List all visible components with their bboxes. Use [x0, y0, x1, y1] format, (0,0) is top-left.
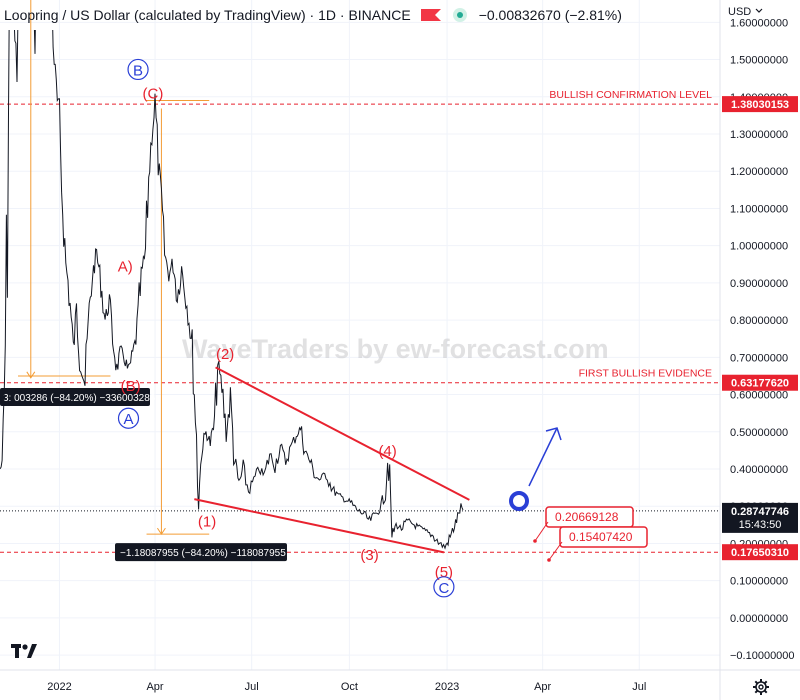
x-tick-label: Apr — [534, 681, 551, 693]
wave-label: (5) — [435, 564, 453, 581]
x-tick-label: 2022 — [47, 681, 71, 693]
wedge-lines — [194, 366, 470, 554]
breakout-circle-icon — [509, 491, 529, 511]
chart-header: Loopring / US Dollar (calculated by Trad… — [0, 0, 720, 30]
x-tick-label: 2023 — [435, 681, 459, 693]
countdown-text: 15:43:50 — [739, 519, 782, 531]
symbol-title: Loopring / US Dollar (calculated by Trad… — [4, 7, 411, 23]
level-price-tag-text: 1.38030153 — [731, 99, 789, 111]
wave-label: A) — [118, 259, 133, 276]
measure-tools: 3: 003286 (−84.20%) −336003286 −1.1808795… — [0, 0, 287, 562]
level-price-tag-text: 0.17650310 — [731, 547, 789, 559]
chevron-down-icon — [755, 8, 763, 13]
tradingview-logo-icon[interactable] — [10, 640, 38, 662]
wave-label: (1) — [198, 514, 216, 531]
level-label: FIRST BULLISH EVIDENCE — [579, 368, 712, 380]
level-price-tag — [722, 544, 798, 561]
wave-label: (C) — [143, 86, 164, 103]
callout-pointer — [548, 541, 563, 561]
x-tick-label: Jul — [632, 681, 646, 693]
price-callouts: 0.20669128 0.15407420 — [533, 506, 648, 562]
x-tick-label: Jul — [245, 681, 259, 693]
y-tick-label: 0.70000000 — [730, 352, 788, 364]
wave-label: (4) — [378, 443, 396, 460]
gear-icon[interactable] — [752, 678, 770, 696]
arrow-up-icon — [545, 427, 562, 441]
wave-label: C — [438, 580, 449, 597]
y-tick-label: 0.80000000 — [730, 315, 788, 327]
y-tick-label: 0.60000000 — [730, 390, 788, 402]
price-axis-tags: 1.38030153 0.63177620 0.17650310 0.28747746… — [722, 96, 798, 561]
measure-label-box — [115, 543, 287, 562]
level-price-tag-text: 0.63177620 — [731, 378, 789, 390]
currency-menu[interactable]: USD — [728, 6, 763, 18]
callout-anchor — [547, 558, 551, 562]
x-tick-label: Oct — [341, 681, 358, 693]
y-tick-label: 1.50000000 — [730, 55, 788, 67]
price-change: −0.00832670 (−2.81%) — [478, 7, 622, 23]
x-tick-label: Apr — [146, 681, 163, 693]
price-series-line — [0, 30, 464, 550]
y-tick-label: 0.90000000 — [730, 278, 788, 290]
level-price-tag — [722, 96, 798, 113]
y-tick-label: 1.60000000 — [730, 17, 788, 29]
wave-circle — [117, 407, 140, 429]
market-status-icon — [452, 8, 467, 22]
y-tick-label: 1.20000000 — [730, 166, 788, 178]
y-tick-label: 0.50000000 — [730, 427, 788, 439]
y-tick-label: 1.30000000 — [730, 129, 788, 141]
measure-label: −1.18087955 (−84.20%) −118087955 — [120, 548, 286, 559]
wave-label: B — [133, 62, 143, 79]
y-tick-label: −0.10000000 — [730, 650, 795, 662]
wave-labels: (C)B A) (B) A (2) (1) (4) (3) (5)C — [117, 58, 455, 598]
level-price-tag — [722, 374, 798, 391]
wave-label: A — [123, 411, 133, 428]
arrow-down-icon — [26, 371, 36, 379]
flag-icon[interactable] — [420, 9, 441, 21]
wedge-lower-line — [194, 498, 445, 554]
y-tick-label: 1.00000000 — [730, 241, 788, 253]
wave-label: (3) — [360, 547, 378, 564]
y-tick-label: 0.40000000 — [730, 464, 788, 476]
callout-box — [559, 526, 648, 548]
wave-label: (2) — [216, 346, 234, 363]
horizontal-levels: BULLISH CONFIRMATION LEVEL FIRST BULLISH … — [0, 89, 720, 553]
projection — [509, 427, 562, 511]
time-axis[interactable]: 2022 Apr Jul Oct 2023 Apr Jul — [47, 681, 646, 693]
level-label: BULLISH CONFIRMATION LEVEL — [549, 89, 712, 101]
projection-arrow-line — [528, 427, 558, 487]
y-tick-label: 1.10000000 — [730, 203, 788, 215]
watermark-text: WaveTraders by ew-forecast.com — [182, 334, 609, 364]
currency-label: USD — [728, 6, 751, 18]
callout-text: 0.15407420 — [569, 530, 633, 544]
watermark: WaveTraders by ew-forecast.com — [182, 334, 609, 364]
measure-label-box — [0, 387, 150, 406]
current-price-tag — [722, 502, 798, 533]
callout-pointer — [534, 521, 549, 542]
y-tick-label: 0.00000000 — [730, 613, 788, 625]
measure-label: 3: 003286 (−84.20%) −336003286 — [3, 393, 156, 404]
price-axis[interactable]: 1.600000001.500000001.400000001.30000000… — [730, 17, 795, 662]
callout-text: 0.20669128 — [555, 510, 619, 524]
wave-circle — [433, 576, 455, 598]
wave-circle — [127, 58, 149, 81]
callout-anchor — [533, 539, 537, 543]
wave-label: (B) — [121, 378, 141, 395]
wedge-upper-line — [215, 366, 470, 501]
current-price-text: 0.28747746 — [731, 506, 789, 518]
y-tick-label: 0.10000000 — [730, 576, 788, 588]
